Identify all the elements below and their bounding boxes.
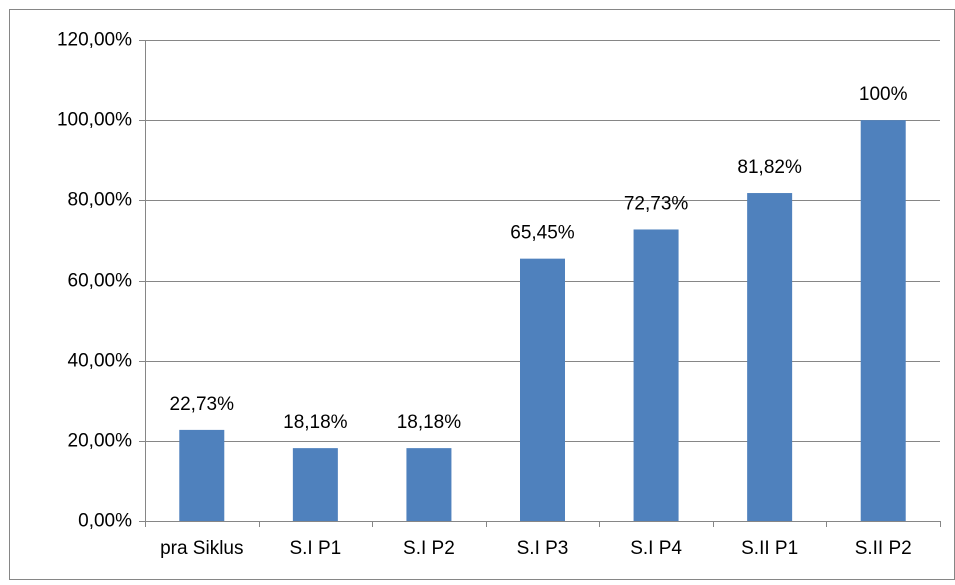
x-tick-label: S.I P2 [403, 538, 455, 559]
y-tick-label: 0,00% [78, 511, 132, 532]
bar [406, 448, 452, 521]
data-label: 65,45% [510, 223, 575, 244]
bar [520, 258, 565, 521]
bar [860, 120, 906, 522]
x-tick-label: S.I P4 [630, 538, 682, 559]
y-tick-label: 20,00% [68, 431, 133, 452]
bar [633, 229, 679, 521]
data-label: 72,73% [624, 193, 689, 214]
x-tick-label: S.II P1 [741, 538, 798, 559]
y-tick-label: 40,00% [68, 351, 133, 372]
data-label: 100% [859, 84, 908, 105]
y-tick-label: 120,00% [57, 30, 132, 51]
data-label: 18,18% [283, 412, 348, 433]
chart-border [9, 9, 955, 580]
y-tick-label: 60,00% [68, 271, 133, 292]
data-label: 18,18% [397, 412, 462, 433]
x-tick-label: S.I P3 [517, 538, 569, 559]
y-tick-label: 100,00% [57, 110, 132, 131]
y-tick-label: 80,00% [68, 190, 133, 211]
x-tick-label: S.II P2 [855, 538, 912, 559]
x-tick-label: pra Siklus [160, 538, 243, 559]
data-label: 81,82% [737, 157, 802, 178]
bar [179, 429, 225, 521]
bar [747, 193, 793, 522]
bar [292, 448, 338, 521]
data-label: 22,73% [170, 394, 235, 415]
x-tick-label: S.I P1 [289, 538, 341, 559]
